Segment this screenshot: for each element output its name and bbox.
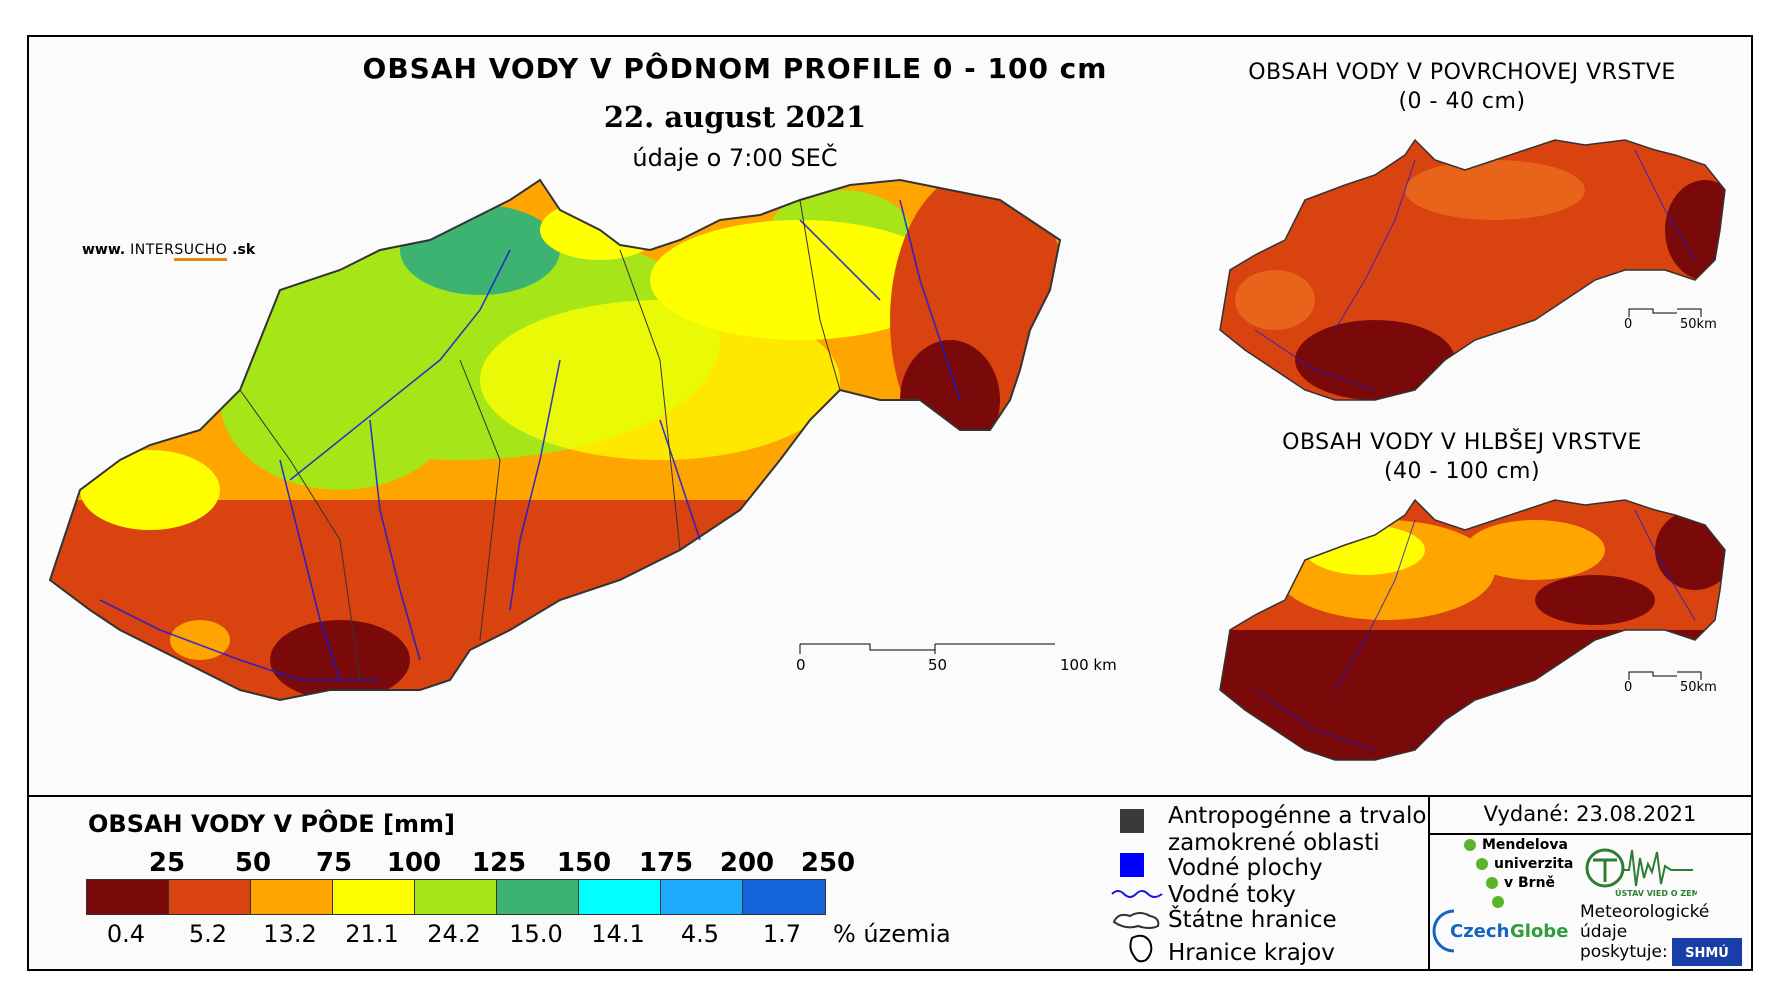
water-bodies-label: Vodné plochy (1168, 855, 1323, 881)
legend-percentage: 5.2 (188, 920, 228, 948)
surface-map-title-1: OBSAH VODY V POVRCHOVEJ VRSTVE (1248, 60, 1676, 85)
anthropogenic-label-2: zamokrené oblasti (1168, 830, 1380, 856)
legend-swatch (169, 880, 251, 914)
main-scale-bar (799, 643, 1055, 654)
legend-swatch (333, 880, 415, 914)
surface-scale-label-0: 0 (1624, 317, 1633, 332)
legend-percentage: 1.7 (762, 920, 802, 948)
surface-soil-water-map (1219, 138, 1726, 401)
uvgz-logo: ÚSTAV VIED O ZEMI (1585, 848, 1697, 898)
shmu-logo: SHMÚ (1672, 938, 1742, 966)
shmu-logo-text: SHMÚ (1685, 945, 1729, 961)
map-date: 22. august 2021 (603, 100, 867, 134)
legend-swatch (743, 880, 825, 914)
rivers-label: Vodné toky (1168, 882, 1296, 908)
state-border-label: Štátne hranice (1168, 907, 1337, 933)
legend-percent-unit: % územia (833, 920, 951, 948)
issued-divider (1428, 833, 1753, 835)
legend-color-bar (86, 879, 826, 915)
legend-threshold: 25 (148, 848, 186, 878)
deep-soil-water-map (1219, 498, 1726, 761)
main-scale-label-0: 0 (796, 656, 806, 674)
surface-map-title-2: (0 - 40 cm) (1398, 89, 1526, 114)
main-scale-label-100: 100 km (1060, 656, 1117, 674)
legend-percentage: 13.2 (263, 920, 317, 948)
intersucho-logo: www. INTERSUCHO .sk (82, 242, 255, 261)
legend-swatch (497, 880, 579, 914)
deep-scale-label-50: 50km (1680, 680, 1717, 695)
footer-divider (1428, 795, 1430, 971)
regional-border-icon (1129, 934, 1153, 963)
legend-threshold: 150 (556, 848, 612, 878)
map-subtitle: údaje o 7:00 SEČ (632, 144, 838, 172)
legend-percentage: 14.1 (591, 920, 645, 948)
legend-threshold: 175 (638, 848, 694, 878)
legend-percentage: 4.5 (680, 920, 720, 948)
czechglobe-text-a: Czech (1450, 921, 1509, 942)
mendel-university-logo: Mendelova univerzita v Brně (1464, 836, 1573, 912)
anthropogenic-label-1: Antropogénne a trvalo (1168, 803, 1427, 829)
deep-scale-label-0: 0 (1624, 680, 1633, 695)
state-border-icon (1112, 912, 1160, 929)
deep-map-title-1: OBSAH VODY V HLBŠEJ VRSTVE (1282, 430, 1642, 455)
uvgz-logo-text: ÚSTAV VIED O ZEMI (1615, 887, 1697, 898)
czechglobe-text-b: Globe (1510, 921, 1568, 942)
legend-swatch (579, 880, 661, 914)
meteo-credit: Meteorologické údaje poskytuje: (1580, 902, 1710, 962)
main-scale-label-50: 50 (928, 656, 948, 674)
legend-threshold: 125 (471, 848, 527, 878)
legend-threshold: 75 (315, 848, 353, 878)
legend-swatch (87, 880, 169, 914)
legend-divider (27, 795, 1753, 797)
river-line-icon (1111, 890, 1163, 898)
legend-percentage: 21.1 (345, 920, 399, 948)
legend-title: OBSAH VODY V PÔDE [mm] (88, 810, 456, 838)
legend-percentage: 15.0 (509, 920, 563, 948)
anthropogenic-area-swatch (1120, 809, 1144, 833)
legend-swatch (661, 880, 743, 914)
legend-swatch (415, 880, 497, 914)
deep-map-title-2: (40 - 100 cm) (1383, 459, 1541, 484)
main-soil-water-map (48, 178, 1062, 702)
legend-threshold: 200 (719, 848, 775, 878)
legend-swatch (251, 880, 333, 914)
issued-date: Vydané: 23.08.2021 (1483, 802, 1697, 826)
surface-scale-label-50: 50km (1680, 317, 1717, 332)
legend-threshold: 50 (234, 848, 272, 878)
legend-percentage: 24.2 (427, 920, 481, 948)
legend-threshold: 250 (800, 848, 856, 878)
legend-threshold: 100 (386, 848, 442, 878)
legend-percentage: 0.4 (106, 920, 146, 948)
surface-scale-bar (1628, 308, 1702, 317)
regional-border-label: Hranice krajov (1168, 940, 1335, 966)
czechglobe-logo: Czech Globe (1432, 909, 1568, 953)
deep-scale-bar (1628, 671, 1702, 680)
map-title: OBSAH VODY V PÔDNOM PROFILE 0 - 100 cm (362, 52, 1108, 85)
water-body-swatch (1120, 853, 1144, 877)
